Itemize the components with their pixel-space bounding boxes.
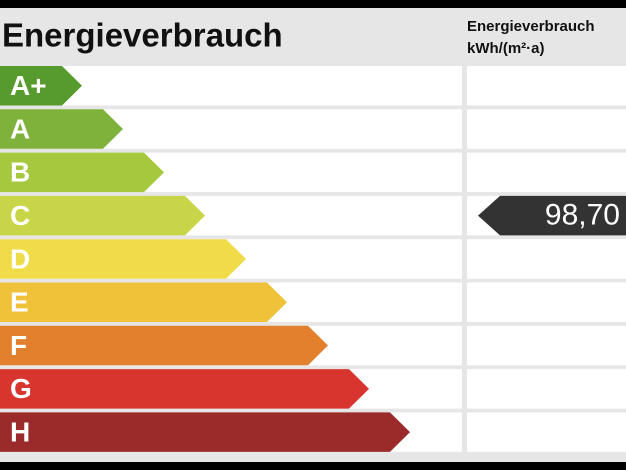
row-right (467, 66, 626, 106)
class-arrow (0, 195, 205, 236)
class-arrow (0, 239, 246, 279)
class-label: C (10, 200, 30, 231)
unit: kWh/(m²·a) (467, 40, 545, 57)
class-label: A+ (10, 70, 47, 101)
row-right (467, 282, 626, 322)
class-label: F (10, 330, 27, 361)
row-right (467, 325, 626, 366)
row-right (467, 239, 626, 279)
class-label: H (10, 417, 30, 448)
class-arrow (0, 325, 328, 366)
class-arrow (0, 412, 410, 452)
class-arrow (0, 282, 287, 322)
title: Energieverbrauch (2, 17, 283, 54)
class-arrow (0, 152, 164, 193)
row-right (467, 412, 626, 452)
class-label: A (10, 113, 30, 144)
rating-value: 98,70 (545, 199, 620, 232)
class-label: G (10, 373, 32, 404)
class-arrow (0, 109, 123, 149)
row-right (467, 109, 626, 149)
class-label: D (10, 243, 30, 274)
class-label: B (10, 157, 30, 188)
class-arrow (0, 66, 82, 106)
class-label: E (10, 287, 29, 318)
row-right (467, 369, 626, 409)
class-arrow (0, 369, 369, 409)
unit-title: Energieverbrauch (467, 18, 595, 35)
row-right (467, 152, 626, 193)
rating-arrow (478, 195, 626, 236)
